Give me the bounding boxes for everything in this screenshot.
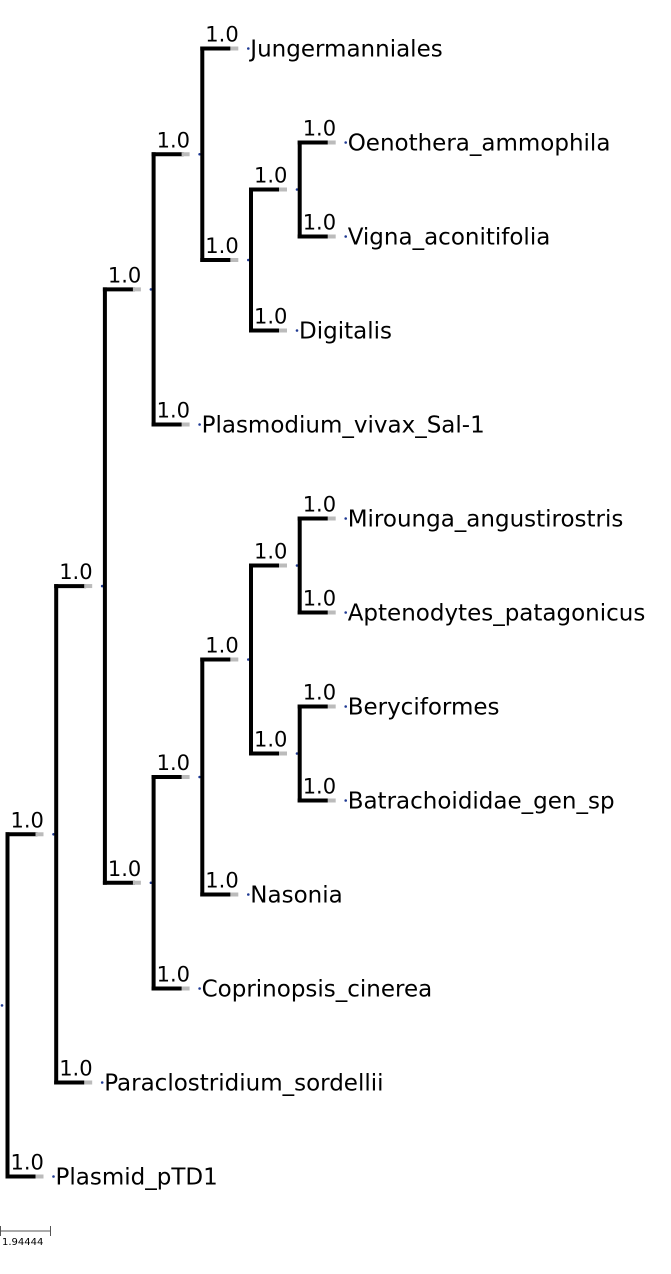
support-value: 1.0 bbox=[108, 263, 141, 287]
leaf-dot bbox=[344, 611, 348, 614]
leaf-dot bbox=[344, 705, 348, 708]
leaf-dot bbox=[198, 987, 201, 990]
support-value: 1.0 bbox=[205, 634, 238, 658]
leaf-label: Aptenodytes_patagonicus bbox=[348, 601, 646, 627]
leaf-label: Jungermanniales bbox=[248, 37, 442, 63]
support-value: 1.0 bbox=[205, 869, 238, 893]
leaf-dot bbox=[295, 329, 299, 332]
scale-bar-label: 1.94444 bbox=[2, 1237, 43, 1248]
support-value: 1.0 bbox=[254, 164, 287, 188]
node-dot bbox=[149, 288, 153, 291]
leaf-label: Nasonia bbox=[250, 883, 342, 909]
leaf-label: Plasmodium_vivax_Sal-1 bbox=[202, 413, 485, 439]
leaf-label: Coprinopsis_cinerea bbox=[202, 977, 433, 1003]
node-dot bbox=[247, 258, 250, 262]
support-value: 1.0 bbox=[303, 587, 336, 611]
node-dot bbox=[198, 152, 201, 156]
support-value: 1.0 bbox=[303, 117, 336, 141]
support-value: 1.0 bbox=[11, 808, 44, 832]
leaf-dot bbox=[247, 47, 250, 50]
support-value: 1.0 bbox=[11, 1151, 44, 1175]
support-value: 1.0 bbox=[157, 399, 190, 423]
tree-labels: 1.0 1.0 1.0 1.0 1.0 Jungermanniales 1.0 1.0 1.0 O… bbox=[11, 23, 646, 1191]
leaf-label: Digitalis bbox=[299, 319, 392, 345]
leaf-dot bbox=[344, 799, 348, 802]
support-value: 1.0 bbox=[205, 23, 238, 47]
leaf-dot bbox=[344, 235, 348, 238]
support-value: 1.0 bbox=[254, 728, 287, 752]
node-dot bbox=[52, 832, 55, 836]
leaf-label: Oenothera_ammophila bbox=[348, 131, 611, 157]
support-value: 1.0 bbox=[254, 305, 287, 329]
leaf-label: Vigna_aconitifolia bbox=[348, 225, 551, 251]
support-value: 1.0 bbox=[303, 775, 336, 799]
leaf-label: Plasmid_pTD1 bbox=[56, 1165, 218, 1191]
leaf-dot bbox=[100, 1081, 104, 1084]
support-value: 1.0 bbox=[303, 493, 336, 517]
support-value: 1.0 bbox=[303, 211, 336, 235]
root-dot bbox=[0, 1004, 4, 1007]
node-dot bbox=[295, 752, 299, 755]
node-dot bbox=[198, 775, 201, 779]
leaf-label: Batrachoididae_gen_sp bbox=[348, 789, 615, 815]
support-value: 1.0 bbox=[157, 128, 190, 152]
scale-bar: 1.94444 bbox=[0, 1226, 51, 1248]
support-value: 1.0 bbox=[157, 963, 190, 987]
node-dot bbox=[295, 188, 299, 191]
support-value: 1.0 bbox=[303, 681, 336, 705]
leaf-label: Paraclostridium_sordellii bbox=[104, 1071, 383, 1097]
support-value: 1.0 bbox=[254, 540, 287, 564]
leaf-dot bbox=[344, 141, 348, 144]
node-dot bbox=[247, 658, 250, 661]
leaf-dot bbox=[52, 1175, 55, 1178]
leaf-dot bbox=[247, 893, 250, 896]
support-value: 1.0 bbox=[59, 1057, 92, 1081]
support-value: 1.0 bbox=[59, 560, 92, 584]
support-value: 1.0 bbox=[157, 751, 190, 775]
support-value: 1.0 bbox=[205, 234, 238, 258]
node-dot bbox=[295, 564, 299, 567]
node-dot bbox=[100, 584, 104, 588]
support-value: 1.0 bbox=[108, 857, 141, 881]
tree-branches bbox=[0, 46, 348, 1179]
leaf-dot bbox=[344, 517, 348, 520]
node-dot bbox=[149, 881, 153, 885]
leaf-label: Mirounga_angustirostris bbox=[348, 507, 624, 533]
leaf-dot bbox=[198, 423, 201, 426]
leaf-label: Beryciformes bbox=[348, 695, 500, 721]
